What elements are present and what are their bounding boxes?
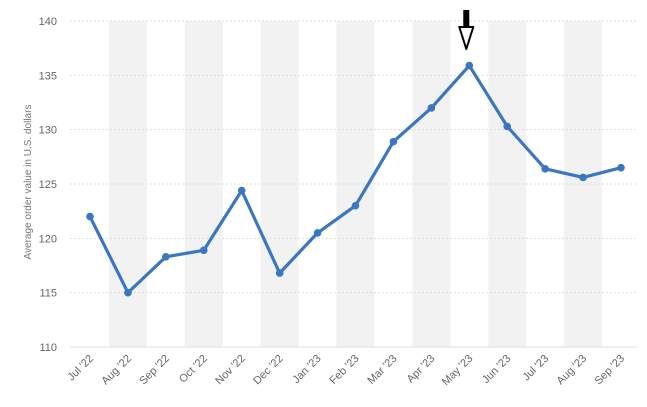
- x-tick-label: Jun '23: [480, 353, 513, 386]
- data-point: [162, 253, 170, 261]
- gridlines: [70, 20, 637, 348]
- data-point: [541, 164, 549, 173]
- x-tick-label: Sep '22: [137, 353, 172, 388]
- data-point: [503, 122, 512, 131]
- x-tick-label: May '23: [440, 353, 475, 388]
- x-tick-label: Aug '23: [555, 353, 590, 388]
- x-tick-label: Jul '23: [521, 353, 552, 384]
- data-point: [427, 104, 436, 112]
- data-point: [351, 201, 360, 210]
- data-point: [86, 212, 94, 221]
- y-tick-label: 125: [39, 179, 57, 191]
- y-tick-label: 120: [39, 233, 57, 245]
- x-tick-label: Sep '23: [592, 353, 627, 388]
- y-tick-label: 115: [39, 288, 57, 300]
- arrow-head: [458, 26, 475, 50]
- y-tick-label: 110: [39, 342, 57, 354]
- data-point: [389, 137, 398, 146]
- x-tick-label: Apr '23: [405, 353, 438, 386]
- x-tick-label: Aug '22: [99, 353, 134, 388]
- y-tick-label: 135: [39, 70, 57, 82]
- data-point: [465, 61, 474, 70]
- down-arrow-annotation: [458, 10, 475, 50]
- x-tick-label: Jul '22: [65, 353, 96, 384]
- data-point: [275, 269, 284, 277]
- x-tick-label: Dec '22: [251, 353, 286, 388]
- data-point: [237, 186, 246, 195]
- x-tick-label: Mar '23: [365, 353, 399, 387]
- data-point: [124, 288, 132, 297]
- series-points: [86, 61, 625, 297]
- y-tick-label: 130: [39, 125, 57, 137]
- x-axis-ticks: Jul '22 Aug '22 Sep '22 Oct '22 Nov '22 Dec '…: [65, 353, 627, 388]
- data-point: [199, 246, 208, 255]
- x-tick-label: Feb '23: [327, 353, 361, 387]
- x-tick-label: Nov '22: [213, 353, 248, 388]
- data-point: [579, 173, 587, 182]
- arrow-shaft: [463, 10, 470, 28]
- y-axis-ticks: 110 115 120 125 130 135 140: [39, 16, 57, 354]
- y-tick-label: 140: [39, 16, 57, 28]
- x-tick-label: Oct '22: [177, 353, 210, 386]
- data-point: [313, 229, 322, 237]
- y-axis-label: Average order value in U.S. dollars: [23, 105, 34, 260]
- data-point: [617, 163, 625, 172]
- x-tick-label: Jan '23: [290, 353, 323, 386]
